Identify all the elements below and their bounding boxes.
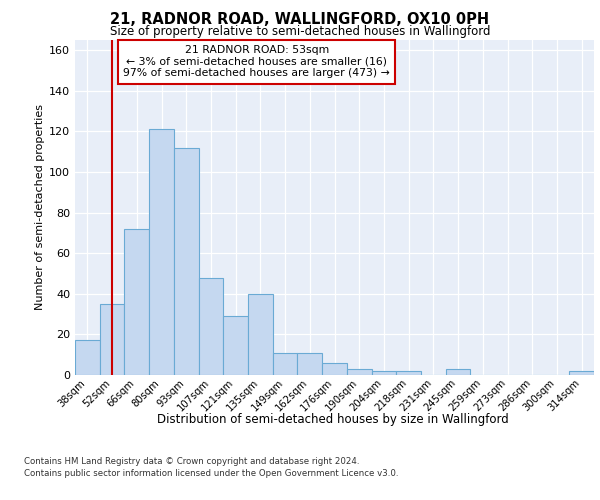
Text: Contains public sector information licensed under the Open Government Licence v3: Contains public sector information licen…	[24, 469, 398, 478]
Text: 21 RADNOR ROAD: 53sqm
← 3% of semi-detached houses are smaller (16)
97% of semi-: 21 RADNOR ROAD: 53sqm ← 3% of semi-detac…	[123, 45, 390, 78]
Bar	[347, 369, 371, 375]
Text: Contains HM Land Registry data © Crown copyright and database right 2024.: Contains HM Land Registry data © Crown c…	[24, 458, 359, 466]
Bar	[124, 229, 149, 375]
Bar	[149, 130, 174, 375]
Y-axis label: Number of semi-detached properties: Number of semi-detached properties	[35, 104, 45, 310]
Text: 21, RADNOR ROAD, WALLINGFORD, OX10 0PH: 21, RADNOR ROAD, WALLINGFORD, OX10 0PH	[110, 12, 490, 28]
Bar	[396, 371, 421, 375]
Bar	[100, 304, 124, 375]
Bar	[174, 148, 199, 375]
Bar	[199, 278, 223, 375]
Bar	[75, 340, 100, 375]
Bar	[569, 371, 594, 375]
Bar	[223, 316, 248, 375]
Text: Distribution of semi-detached houses by size in Wallingford: Distribution of semi-detached houses by …	[157, 412, 509, 426]
Bar	[298, 352, 322, 375]
Bar	[248, 294, 273, 375]
Bar	[446, 369, 470, 375]
Text: Size of property relative to semi-detached houses in Wallingford: Size of property relative to semi-detach…	[110, 25, 490, 38]
Bar	[322, 363, 347, 375]
Bar	[273, 352, 298, 375]
Bar	[371, 371, 396, 375]
